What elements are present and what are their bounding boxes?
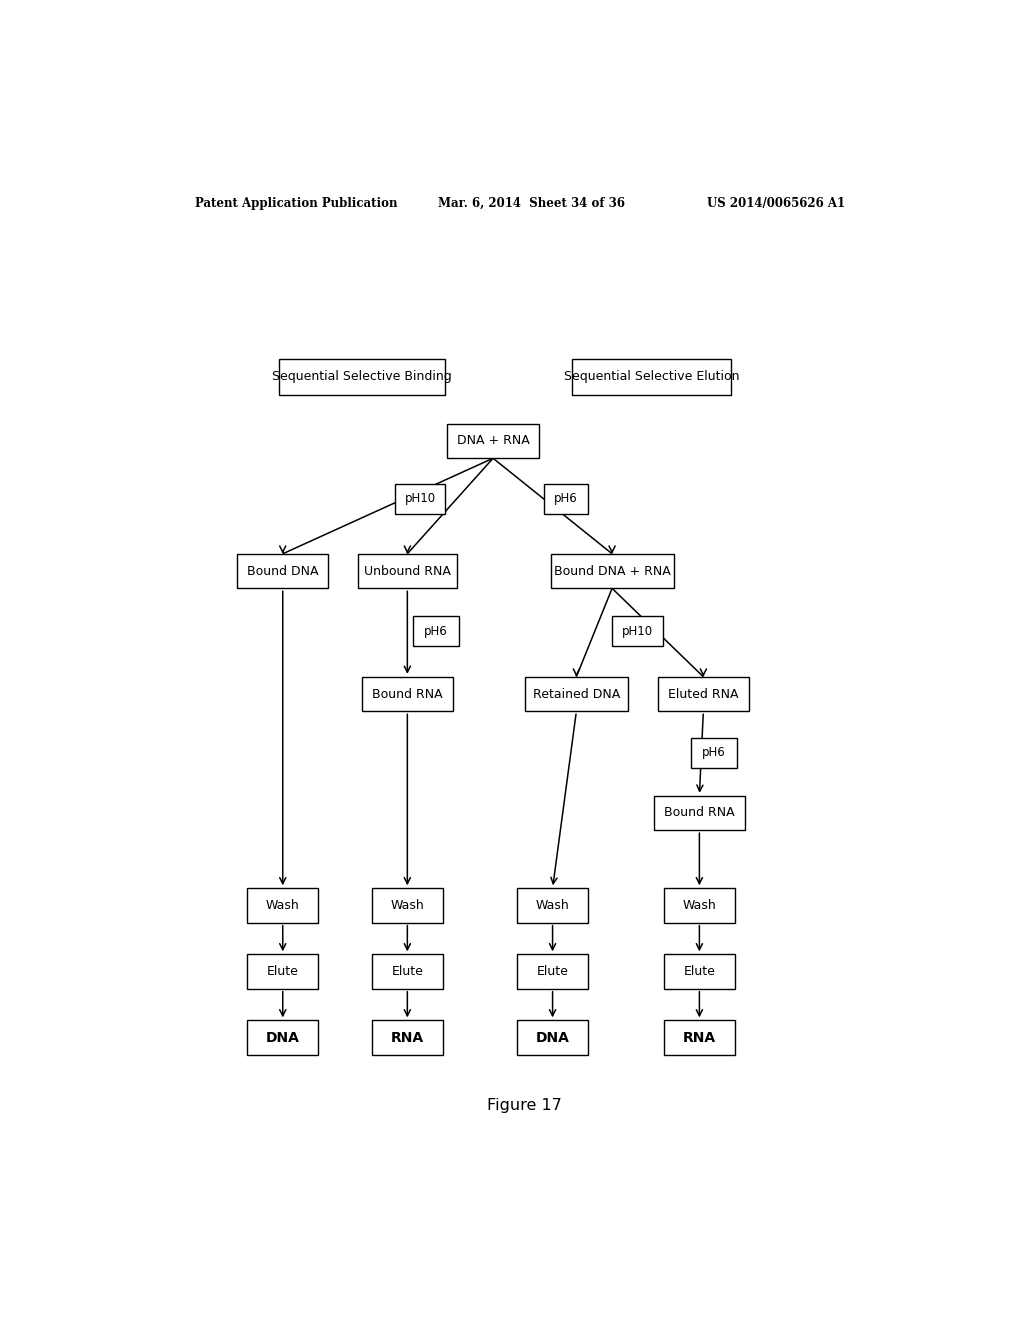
- Text: Bound DNA + RNA: Bound DNA + RNA: [554, 565, 671, 578]
- Text: DNA: DNA: [266, 1031, 300, 1044]
- FancyBboxPatch shape: [572, 359, 731, 395]
- FancyBboxPatch shape: [517, 954, 588, 989]
- Text: Mar. 6, 2014  Sheet 34 of 36: Mar. 6, 2014 Sheet 34 of 36: [437, 197, 625, 210]
- Text: Wash: Wash: [266, 899, 300, 912]
- FancyBboxPatch shape: [524, 677, 628, 711]
- FancyBboxPatch shape: [653, 796, 745, 830]
- FancyBboxPatch shape: [611, 615, 664, 647]
- FancyBboxPatch shape: [517, 888, 588, 923]
- FancyBboxPatch shape: [372, 954, 443, 989]
- FancyBboxPatch shape: [372, 1020, 443, 1055]
- Text: Bound RNA: Bound RNA: [665, 807, 734, 820]
- Text: DNA: DNA: [536, 1031, 569, 1044]
- FancyBboxPatch shape: [247, 954, 318, 989]
- FancyBboxPatch shape: [395, 483, 444, 515]
- Text: Bound RNA: Bound RNA: [372, 688, 442, 701]
- Text: Wash: Wash: [683, 899, 716, 912]
- Text: Elute: Elute: [683, 965, 716, 978]
- FancyBboxPatch shape: [413, 615, 459, 647]
- FancyBboxPatch shape: [551, 554, 674, 589]
- Text: pH10: pH10: [404, 492, 435, 506]
- FancyBboxPatch shape: [517, 1020, 588, 1055]
- Text: Sequential Selective Binding: Sequential Selective Binding: [272, 371, 452, 383]
- FancyBboxPatch shape: [664, 1020, 735, 1055]
- FancyBboxPatch shape: [664, 954, 735, 989]
- Text: Elute: Elute: [537, 965, 568, 978]
- Text: Unbound RNA: Unbound RNA: [364, 565, 451, 578]
- FancyBboxPatch shape: [247, 1020, 318, 1055]
- Text: RNA: RNA: [683, 1031, 716, 1044]
- FancyBboxPatch shape: [664, 888, 735, 923]
- Text: Sequential Selective Elution: Sequential Selective Elution: [564, 371, 739, 383]
- FancyBboxPatch shape: [372, 888, 443, 923]
- Text: DNA + RNA: DNA + RNA: [457, 434, 529, 447]
- Text: Patent Application Publication: Patent Application Publication: [196, 197, 398, 210]
- Text: pH6: pH6: [701, 747, 726, 759]
- Text: Elute: Elute: [391, 965, 423, 978]
- Text: Figure 17: Figure 17: [487, 1098, 562, 1113]
- Text: RNA: RNA: [391, 1031, 424, 1044]
- FancyBboxPatch shape: [544, 483, 588, 515]
- FancyBboxPatch shape: [361, 677, 453, 711]
- Text: Elute: Elute: [267, 965, 299, 978]
- Text: Wash: Wash: [390, 899, 424, 912]
- Text: Eluted RNA: Eluted RNA: [668, 688, 738, 701]
- Text: Wash: Wash: [536, 899, 569, 912]
- Text: Bound DNA: Bound DNA: [247, 565, 318, 578]
- Text: pH10: pH10: [622, 624, 653, 638]
- Text: pH6: pH6: [554, 492, 578, 506]
- FancyBboxPatch shape: [279, 359, 445, 395]
- Text: Retained DNA: Retained DNA: [532, 688, 620, 701]
- Text: US 2014/0065626 A1: US 2014/0065626 A1: [708, 197, 846, 210]
- FancyBboxPatch shape: [247, 888, 318, 923]
- FancyBboxPatch shape: [447, 424, 539, 458]
- FancyBboxPatch shape: [238, 554, 329, 589]
- FancyBboxPatch shape: [357, 554, 457, 589]
- Text: pH6: pH6: [424, 624, 447, 638]
- FancyBboxPatch shape: [657, 677, 749, 711]
- FancyBboxPatch shape: [690, 738, 736, 768]
